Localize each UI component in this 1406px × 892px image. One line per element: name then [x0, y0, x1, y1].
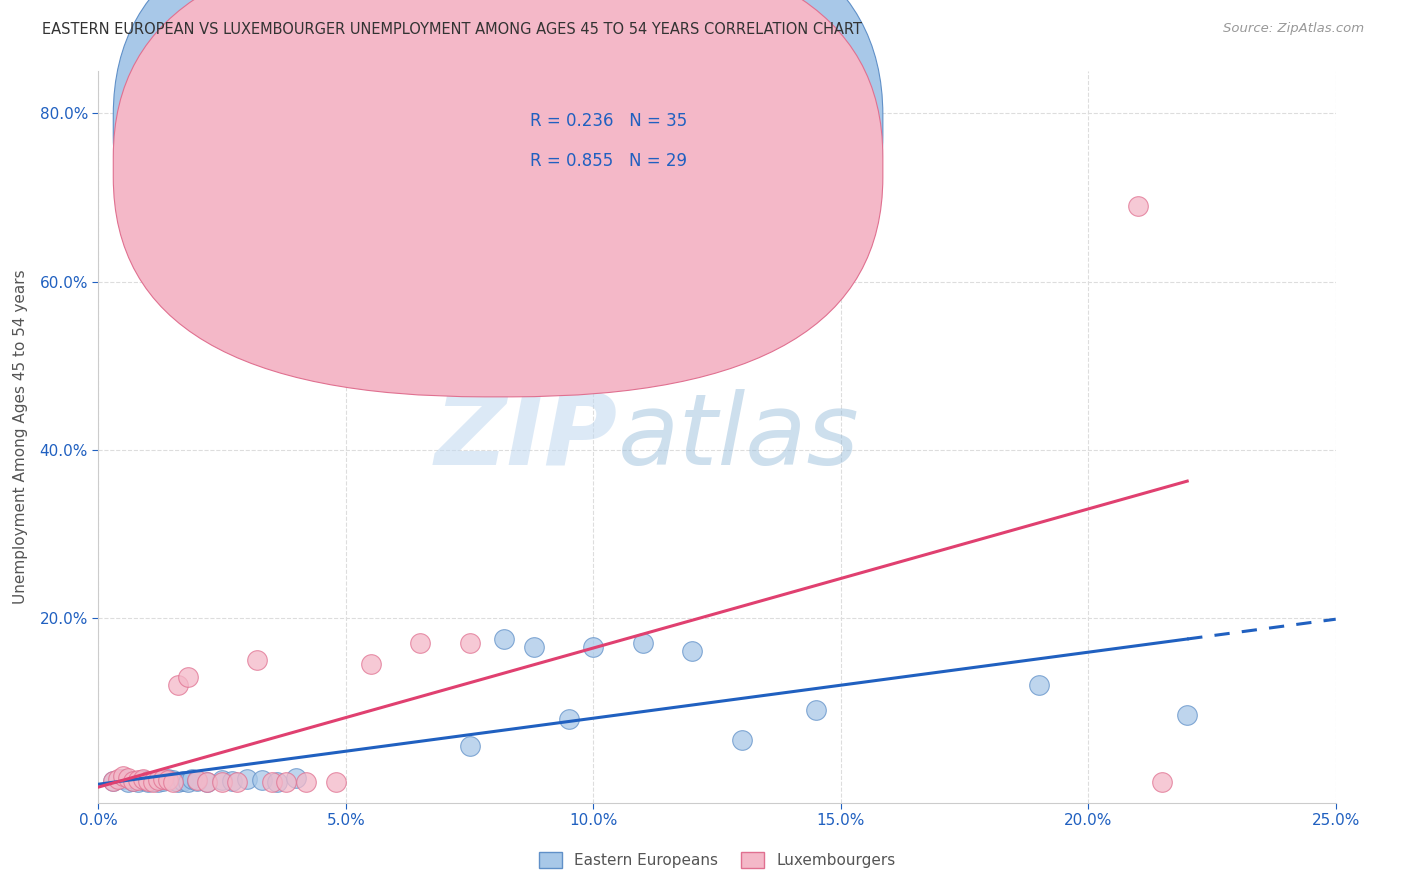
- Point: [195, 774, 218, 789]
- Point: [103, 773, 125, 788]
- Point: [146, 773, 169, 788]
- Point: [152, 773, 174, 788]
- Point: [195, 774, 218, 789]
- Point: [458, 636, 481, 650]
- Point: [117, 771, 139, 785]
- Point: [1175, 707, 1198, 722]
- Point: [1126, 199, 1149, 213]
- Point: [172, 773, 194, 788]
- Y-axis label: Unemployment Among Ages 45 to 54 years: Unemployment Among Ages 45 to 54 years: [14, 269, 28, 605]
- Point: [582, 640, 605, 655]
- Point: [142, 773, 165, 788]
- Point: [1028, 678, 1050, 692]
- Point: [221, 773, 243, 788]
- Point: [127, 774, 149, 789]
- Point: [631, 636, 654, 650]
- Text: ZIP: ZIP: [434, 389, 619, 485]
- Point: [1152, 774, 1174, 789]
- Point: [136, 773, 159, 788]
- Point: [409, 636, 432, 650]
- Point: [162, 773, 184, 788]
- Point: [136, 774, 159, 789]
- Point: [246, 653, 269, 667]
- Point: [112, 769, 135, 783]
- Point: [132, 772, 155, 787]
- Point: [181, 772, 204, 787]
- Point: [117, 774, 139, 789]
- Point: [127, 773, 149, 788]
- Point: [186, 773, 208, 788]
- Point: [142, 774, 165, 789]
- Point: [226, 774, 249, 789]
- Text: atlas: atlas: [619, 389, 859, 485]
- Point: [156, 772, 179, 787]
- Point: [731, 732, 754, 747]
- Text: R = 0.236   N = 35: R = 0.236 N = 35: [530, 112, 688, 130]
- Point: [162, 774, 184, 789]
- Point: [211, 774, 233, 789]
- Point: [107, 772, 129, 787]
- Point: [325, 774, 347, 789]
- Point: [186, 773, 208, 788]
- Point: [276, 774, 298, 789]
- Point: [557, 712, 579, 726]
- Point: [681, 644, 703, 658]
- Point: [458, 739, 481, 753]
- Point: [236, 772, 259, 787]
- Point: [360, 657, 382, 671]
- Text: R = 0.855   N = 29: R = 0.855 N = 29: [530, 152, 688, 169]
- Point: [176, 774, 198, 789]
- Point: [122, 773, 145, 788]
- Legend: Eastern Europeans, Luxembourgers: Eastern Europeans, Luxembourgers: [538, 853, 896, 868]
- Text: EASTERN EUROPEAN VS LUXEMBOURGER UNEMPLOYMENT AMONG AGES 45 TO 54 YEARS CORRELAT: EASTERN EUROPEAN VS LUXEMBOURGER UNEMPLO…: [42, 22, 862, 37]
- FancyBboxPatch shape: [457, 94, 815, 203]
- Point: [166, 774, 188, 789]
- Point: [103, 773, 125, 788]
- Point: [523, 640, 546, 655]
- Point: [494, 632, 516, 646]
- Point: [132, 773, 155, 788]
- Point: [156, 773, 179, 788]
- Point: [260, 774, 283, 789]
- Point: [166, 678, 188, 692]
- Point: [152, 772, 174, 787]
- Point: [211, 773, 233, 788]
- FancyBboxPatch shape: [114, 0, 883, 355]
- Point: [176, 670, 198, 684]
- Point: [266, 774, 288, 789]
- Point: [295, 774, 318, 789]
- Point: [146, 774, 169, 789]
- Point: [285, 772, 308, 786]
- Point: [250, 773, 273, 788]
- Point: [122, 773, 145, 788]
- Text: Source: ZipAtlas.com: Source: ZipAtlas.com: [1223, 22, 1364, 36]
- FancyBboxPatch shape: [114, 0, 883, 397]
- Point: [804, 703, 827, 717]
- Point: [112, 772, 135, 787]
